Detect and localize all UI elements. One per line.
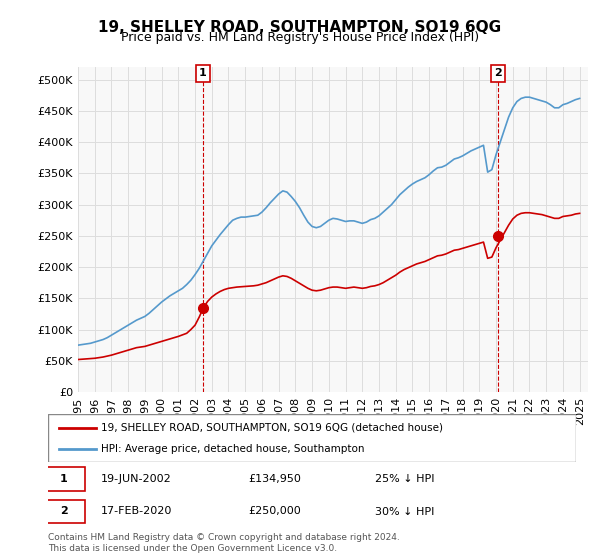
Text: 17-FEB-2020: 17-FEB-2020 (101, 506, 172, 516)
FancyBboxPatch shape (43, 500, 85, 524)
Text: £134,950: £134,950 (248, 474, 302, 484)
FancyBboxPatch shape (43, 468, 85, 491)
Text: 19-JUN-2002: 19-JUN-2002 (101, 474, 172, 484)
Text: 1: 1 (199, 68, 206, 78)
FancyBboxPatch shape (48, 414, 576, 462)
Text: 2: 2 (60, 506, 68, 516)
Text: 25% ↓ HPI: 25% ↓ HPI (376, 474, 435, 484)
Text: 30% ↓ HPI: 30% ↓ HPI (376, 506, 435, 516)
Text: £250,000: £250,000 (248, 506, 301, 516)
Text: 19, SHELLEY ROAD, SOUTHAMPTON, SO19 6QG (detached house): 19, SHELLEY ROAD, SOUTHAMPTON, SO19 6QG … (101, 423, 443, 433)
Text: Price paid vs. HM Land Registry's House Price Index (HPI): Price paid vs. HM Land Registry's House … (121, 31, 479, 44)
Text: Contains HM Land Registry data © Crown copyright and database right 2024.
This d: Contains HM Land Registry data © Crown c… (48, 533, 400, 553)
Text: 1: 1 (60, 474, 68, 484)
Text: 19, SHELLEY ROAD, SOUTHAMPTON, SO19 6QG: 19, SHELLEY ROAD, SOUTHAMPTON, SO19 6QG (98, 20, 502, 35)
Text: 2: 2 (494, 68, 502, 78)
Text: HPI: Average price, detached house, Southampton: HPI: Average price, detached house, Sout… (101, 444, 364, 454)
